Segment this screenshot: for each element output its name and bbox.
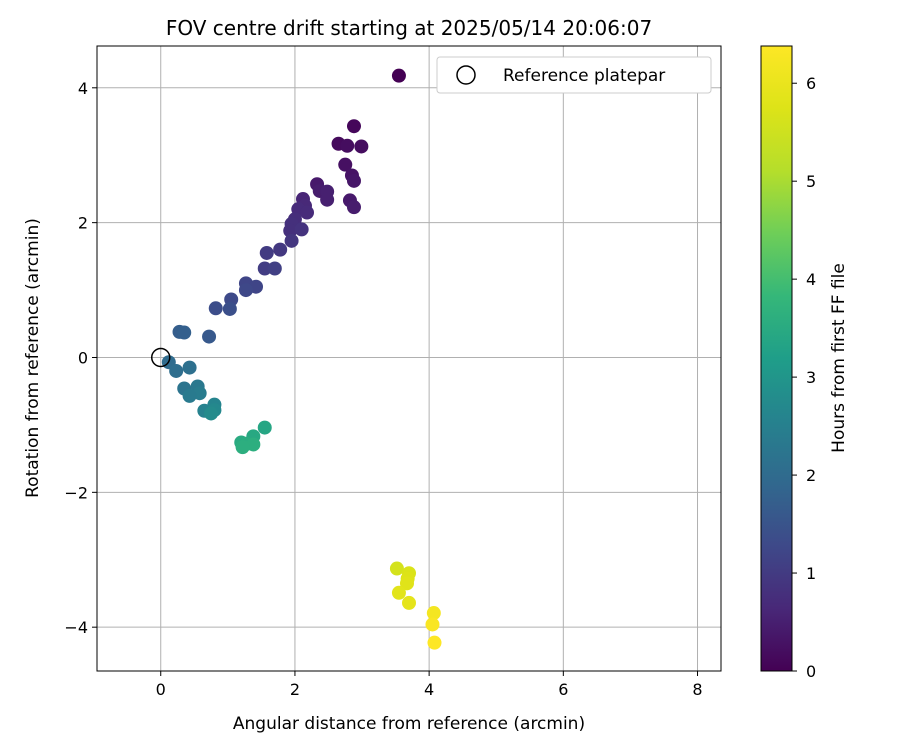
data-point-0	[391, 68, 406, 83]
data-point-42	[182, 388, 197, 403]
plot-frame	[96, 45, 722, 672]
data-point-58	[402, 595, 416, 610]
data-point-61	[427, 635, 442, 650]
data-point-52	[235, 440, 250, 455]
y-tick-label-1: −2	[64, 483, 88, 502]
x-tick-label-0: 0	[156, 680, 166, 699]
data-point-11	[320, 192, 335, 207]
legend-entry-reference: Reference platepar	[503, 66, 665, 86]
data-point-57	[391, 585, 406, 600]
colorbar-ticks: 0 1 2 3 4 5 6	[792, 74, 816, 681]
data-points	[161, 68, 442, 650]
data-point-26	[267, 261, 282, 276]
y-axis-label: Rotation from reference (arcmin)	[23, 218, 43, 498]
legend: Reference platepar	[436, 56, 712, 94]
x-tick-label-4: 8	[692, 680, 702, 699]
x-tick-label-2: 4	[424, 680, 434, 699]
data-point-29	[238, 283, 253, 298]
data-point-25	[257, 261, 272, 276]
data-point-35	[202, 329, 217, 344]
data-point-4	[354, 139, 369, 154]
colorbar-tick-label-3: 3	[806, 368, 816, 387]
data-point-32	[222, 301, 237, 316]
data-point-21	[294, 222, 309, 237]
colorbar-tick-label-2: 2	[806, 466, 816, 485]
chart-title: FOV centre drift starting at 2025/05/14 …	[166, 16, 652, 40]
data-point-47	[257, 420, 272, 435]
y-tick-label-0: −4	[64, 618, 88, 637]
data-point-22	[284, 233, 299, 248]
colorbar-gradient	[760, 45, 793, 672]
x-axis-ticks: 0 2 4 6 8	[156, 671, 703, 699]
y-axis-ticks: −4 −2 0 2 4	[64, 79, 97, 637]
data-point-31	[208, 301, 223, 316]
data-point-56	[399, 576, 414, 591]
colorbar-tick-label-4: 4	[806, 270, 816, 289]
y-tick-label-3: 2	[78, 214, 88, 233]
data-point-37	[169, 363, 184, 378]
x-axis-label: Angular distance from reference (arcmin)	[233, 714, 585, 734]
data-point-51	[246, 437, 261, 452]
legend-box	[436, 56, 712, 94]
legend-marker-icon	[456, 65, 476, 85]
data-point-23	[273, 242, 288, 257]
colorbar-tick-label-0: 0	[806, 662, 816, 681]
colorbar-tick-label-1: 1	[806, 564, 816, 583]
data-point-5	[338, 157, 353, 172]
colorbar-tick-label-6: 6	[806, 74, 816, 93]
data-point-38	[182, 360, 197, 375]
y-tick-label-2: 0	[78, 348, 88, 367]
data-point-53	[389, 561, 404, 576]
data-point-3	[340, 138, 355, 153]
data-point-34	[177, 325, 192, 340]
data-point-24	[259, 245, 274, 260]
reference-marker	[150, 347, 171, 368]
data-point-1	[346, 119, 361, 134]
data-point-17	[300, 205, 315, 220]
data-point-46	[204, 406, 219, 421]
colorbar-label: Hours from first FF file	[829, 263, 849, 453]
colorbar: 0 1 2 3 4 5 6 Hours from first FF file	[760, 45, 849, 681]
data-point-13	[346, 200, 361, 215]
colorbar-tick-label-5: 5	[806, 172, 816, 191]
data-point-59	[426, 606, 441, 621]
data-point-7	[346, 173, 361, 188]
y-tick-label-4: 4	[78, 79, 88, 98]
data-point-60	[425, 617, 440, 632]
x-tick-label-1: 2	[290, 680, 300, 699]
x-tick-label-3: 6	[558, 680, 568, 699]
